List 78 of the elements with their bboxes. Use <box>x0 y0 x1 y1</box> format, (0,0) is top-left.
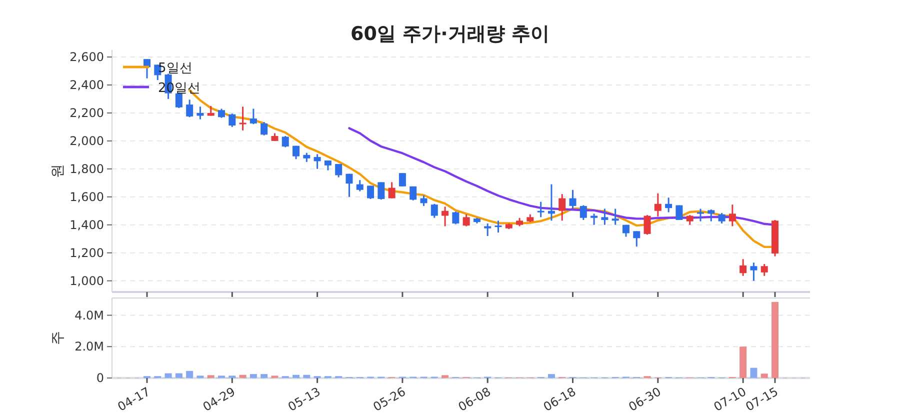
candlestick <box>282 135 289 148</box>
bar <box>292 374 300 378</box>
candlestick <box>601 208 608 226</box>
bar <box>548 374 555 378</box>
y-tick-label: 1,000 <box>70 274 104 288</box>
y-axis-title: 원 <box>50 164 66 178</box>
candlestick <box>654 192 662 218</box>
bar <box>772 302 778 378</box>
y-tick-label: 1,200 <box>70 246 104 260</box>
candlestick <box>356 179 364 192</box>
candlestick <box>239 106 246 132</box>
y-tick-label: 1,600 <box>70 190 104 204</box>
candlestick <box>186 98 194 118</box>
candlestick <box>644 214 651 236</box>
y-axis-title: 주 <box>50 331 66 345</box>
bar <box>260 374 268 378</box>
candlestick <box>228 112 236 128</box>
candlestick <box>462 214 470 228</box>
candlestick <box>537 201 544 218</box>
y-tick-label: 2,000 <box>70 134 104 148</box>
candlestick <box>367 184 374 200</box>
candlestick <box>346 173 353 198</box>
candlestick <box>676 204 683 221</box>
candlestick <box>314 153 321 170</box>
candlestick <box>196 106 204 120</box>
candlestick <box>569 189 576 210</box>
bar <box>303 374 310 378</box>
candlestick <box>388 181 396 200</box>
candlestick <box>665 196 672 214</box>
candlestick <box>708 208 715 222</box>
candlestick <box>378 181 385 200</box>
candlestick <box>398 172 406 188</box>
candlestick <box>696 208 704 222</box>
candlestick <box>250 108 257 125</box>
candlestick <box>324 160 332 172</box>
candlestick <box>633 230 640 248</box>
candlestick <box>590 212 598 226</box>
candlestick <box>335 163 342 178</box>
candlestick <box>410 186 417 202</box>
y-tick-label: 2,600 <box>70 50 104 64</box>
y-tick-label: 2,200 <box>70 106 104 120</box>
candlestick <box>452 210 460 225</box>
candlestick <box>728 204 736 228</box>
bar <box>239 374 246 378</box>
candlestick <box>303 152 310 163</box>
candlestick <box>548 184 555 222</box>
candlestick <box>484 222 492 237</box>
y-tick-label: 4.0M <box>74 308 104 322</box>
bar <box>207 375 214 378</box>
y-tick-label: 2.0M <box>74 340 104 354</box>
bar <box>760 374 768 378</box>
bar <box>175 373 182 378</box>
candlestick <box>718 212 726 224</box>
chart-title: 60일 주가·거래량 추이 <box>350 23 550 45</box>
y-tick-label: 0 <box>96 371 104 385</box>
candlestick <box>760 263 768 277</box>
y-tick-label: 1,400 <box>70 218 104 232</box>
bar <box>740 346 747 378</box>
candlestick <box>442 206 449 228</box>
candlestick <box>218 108 226 119</box>
candlestick <box>612 208 619 226</box>
candlestick <box>686 214 694 226</box>
candlestick <box>580 204 587 221</box>
bar <box>442 375 449 378</box>
bar <box>186 370 194 378</box>
bar <box>750 368 758 378</box>
bar <box>164 373 172 378</box>
candlestick <box>292 145 300 160</box>
candlestick <box>494 220 502 234</box>
y-tick-label: 2,400 <box>70 78 104 92</box>
candlestick <box>740 258 747 277</box>
candlestick <box>430 203 438 219</box>
candlestick <box>558 193 566 222</box>
y-tick-label: 1,800 <box>70 162 104 176</box>
candlestick <box>420 194 428 207</box>
candlestick <box>750 262 758 282</box>
candlestick <box>260 121 268 136</box>
bar <box>250 374 257 378</box>
